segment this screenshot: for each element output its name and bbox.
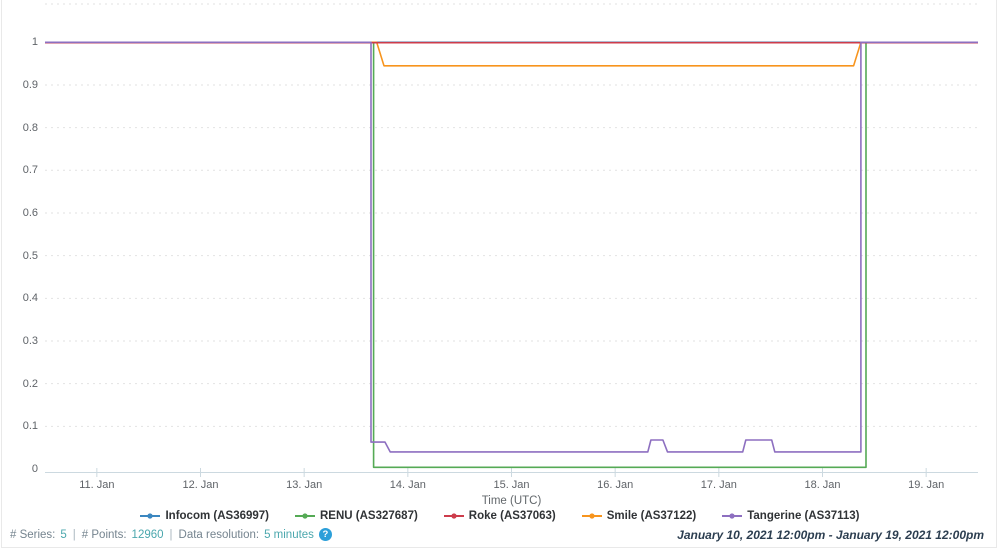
x-axis-tick-label: 16. Jan: [597, 479, 634, 491]
series-count-label: # Series:: [10, 528, 56, 541]
x-axis-title: Time (UTC): [481, 495, 542, 507]
y-axis-tick-label: 0.2: [22, 377, 38, 390]
y-axis-tick-label: 0.9: [22, 78, 38, 91]
legend-marker-icon: [140, 513, 161, 519]
series-line-smile[interactable]: [45, 41, 978, 67]
resolution-value: 5 minutes: [264, 528, 314, 541]
y-axis-tick-label: 0.4: [22, 292, 38, 305]
legend-item-smile[interactable]: Smile (AS37122): [581, 510, 697, 522]
help-icon[interactable]: ?: [318, 528, 332, 541]
y-axis-tick-label: 0: [31, 463, 38, 475]
x-axis-tick-label: 17. Jan: [700, 479, 737, 491]
x-axis-tick-label: 18. Jan: [804, 479, 841, 491]
legend-marker-icon: [722, 513, 743, 519]
legend-label: Tangerine (AS37113): [747, 510, 860, 522]
x-axis-tick-label: 19. Jan: [908, 479, 945, 491]
x-axis-tick-label: 11. Jan: [79, 479, 115, 491]
legend-marker-icon: [295, 513, 315, 519]
y-axis-tick-label: 0.1: [22, 420, 38, 433]
x-axis-tick-label: 14. Jan: [389, 479, 426, 491]
y-axis-tick-label: 0.7: [22, 164, 38, 177]
legend-item-roke[interactable]: Roke (AS37063): [443, 510, 556, 522]
legend-label: Roke (AS37063): [468, 510, 556, 522]
resolution-label: Data resolution:: [178, 528, 260, 541]
y-axis-tick-label: 0.5: [22, 249, 38, 262]
meta-separator: |: [72, 528, 76, 541]
legend-marker-icon: [581, 513, 602, 519]
y-axis-tick-label: 0.8: [22, 121, 38, 134]
y-axis-tick-label: 0.3: [22, 334, 38, 347]
time-range-label: January 10, 2021 12:00pm - January 19, 2…: [677, 528, 984, 542]
y-axis-tick-label: 0.6: [22, 206, 38, 219]
series-line-tangerine[interactable]: [45, 41, 978, 453]
y-axis-tick-label: 1: [31, 36, 38, 49]
series-count-value: 5: [60, 528, 67, 541]
x-axis-tick-label: 13. Jan: [286, 479, 323, 491]
legend-marker-icon: [443, 513, 464, 519]
chart-panel: [1, 0, 997, 548]
legend-item-renu[interactable]: RENU (AS327687): [295, 510, 418, 522]
points-count-value: 12960: [131, 528, 164, 541]
x-axis-tick-label: 15. Jan: [493, 479, 530, 491]
series-line-renu[interactable]: [45, 41, 978, 469]
meta-separator: |: [169, 528, 173, 541]
chart-legend: Infocom (AS36997) RENU (AS327687) Roke (AS…: [0, 510, 1000, 522]
legend-label: Smile (AS37122): [606, 510, 697, 522]
x-axis-tick-label: 12. Jan: [182, 479, 219, 491]
legend-item-tangerine[interactable]: Tangerine (AS37113): [722, 510, 860, 522]
chart-meta: # Series: 5 | # Points: 12960 | Data resol…: [10, 528, 332, 541]
points-count-label: # Points:: [81, 528, 127, 541]
legend-label: RENU (AS327687): [320, 510, 418, 522]
legend-item-infocom[interactable]: Infocom (AS36997): [140, 510, 269, 522]
legend-label: Infocom (AS36997): [165, 510, 269, 522]
